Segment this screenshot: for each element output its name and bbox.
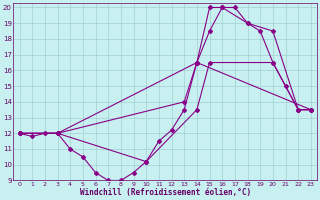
X-axis label: Windchill (Refroidissement éolien,°C): Windchill (Refroidissement éolien,°C) [80, 188, 251, 197]
